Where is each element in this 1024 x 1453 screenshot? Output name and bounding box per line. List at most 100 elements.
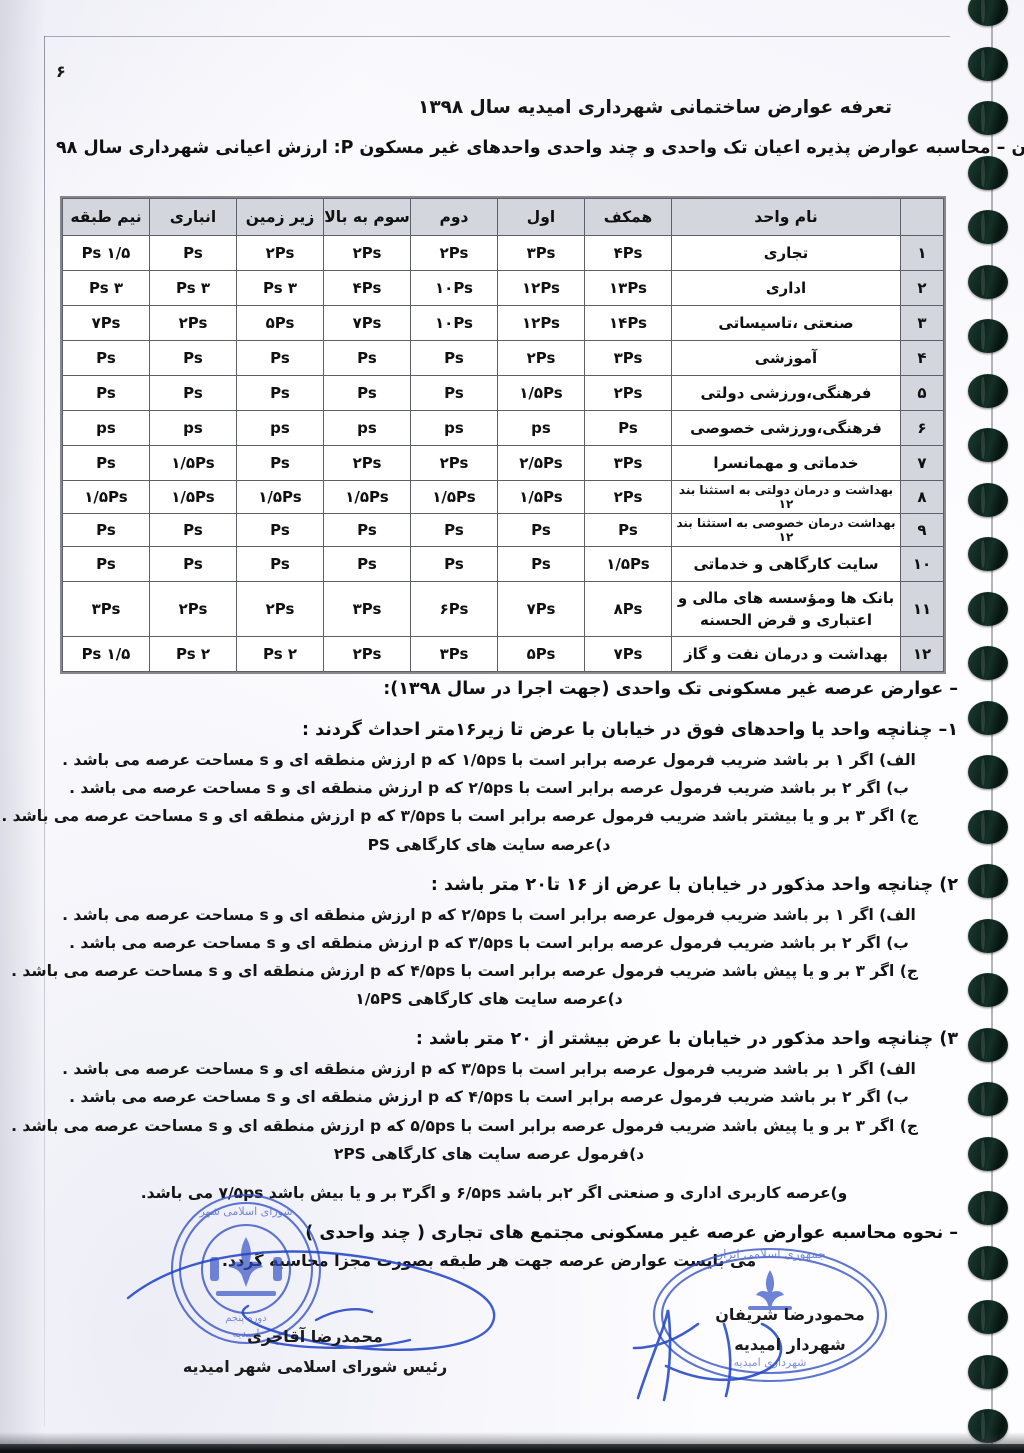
table-row: ۵ فرهنگی،ورزشی دولتی ۲Ps ۱/۵Ps Ps Ps Ps Ps Ps	[62, 375, 944, 411]
cell-انباری: Ps	[149, 513, 237, 547]
page-edge-line	[44, 36, 45, 1426]
spiral-ring	[968, 0, 1008, 26]
cell-انباری: ۱/۵Ps	[149, 480, 237, 514]
cell-همکف: ۲Ps	[584, 375, 672, 411]
cell-زیر زمین: Ps	[236, 340, 324, 376]
row-unit-name: فرهنگی،ورزشی خصوصی	[671, 410, 901, 446]
signature-role-right: شهردار امیدیه	[734, 1335, 846, 1355]
cell-زیر زمین: ۲Ps	[236, 581, 324, 637]
row-unit-name: بانک ها ومؤسسه های مالی و اعتباری و قرض …	[671, 581, 901, 637]
table-row: ۱ تجاری ۴Ps ۳Ps ۲Ps ۲Ps ۲Ps Ps ۱/۵ Ps	[62, 235, 944, 271]
cell-همکف: ۸Ps	[584, 581, 672, 637]
row-index: ۴	[900, 340, 944, 376]
signature-block-right: محمودرضا شریفان شهردار امیدیه	[640, 1300, 940, 1361]
page-shadow-left	[0, 0, 46, 1453]
cell-نیم طبقه: ۱/۵ Ps	[62, 235, 150, 271]
row-index: ۲	[900, 270, 944, 306]
document-title: تعرفه عوارض ساختمانی شهرداری امیدیه سال …	[418, 97, 892, 118]
cell-دوم: Ps	[410, 546, 498, 582]
row-index: ۹	[900, 513, 944, 547]
section-3-item-4: د)فرمول عرصه سایت های کارگاهی ۲PS	[333, 1144, 645, 1163]
section-heading-2: ۲) چنانچه واحد مذکور در خیابان با عرض از…	[430, 874, 958, 895]
cell-انباری: ۲ Ps	[149, 636, 237, 672]
spiral-ring	[968, 210, 1008, 244]
section-3-item-2: ب) اگر ۲ بر باشد ضریب فرمول عرصه برابر ا…	[69, 1088, 909, 1107]
row-unit-name: فرهنگی،ورزشی دولتی	[671, 375, 901, 411]
spiral-ring	[968, 1191, 1008, 1225]
header-col-0: همکف	[584, 198, 672, 236]
table-row: ۴ آموزشی ۳Ps ۲Ps Ps Ps Ps Ps Ps	[62, 340, 944, 376]
spiral-ring	[968, 319, 1008, 353]
cell-اول: ۷Ps	[497, 581, 585, 637]
header-col-1: اول	[497, 198, 585, 236]
header-col-4: زیر زمین	[236, 198, 324, 236]
cell-دوم: Ps	[410, 375, 498, 411]
spiral-ring	[968, 1027, 1008, 1062]
cell-زیر زمین: Ps	[236, 375, 324, 411]
cell-انباری: Ps	[149, 546, 237, 582]
cell-اول: Ps	[497, 546, 585, 582]
cell-اول: ps	[497, 410, 585, 446]
cell-همکف: ۱۴Ps	[584, 305, 672, 341]
cell-سوم به بالا: ۴Ps	[323, 270, 411, 306]
cell-اول: ۵Ps	[497, 636, 585, 672]
cell-زیر زمین: ۲Ps	[236, 235, 324, 271]
spiral-ring	[968, 646, 1008, 680]
signature-name-right: محمودرضا شریفان	[715, 1305, 865, 1324]
section-heading-1: ۱– چنانچه واحد یا واحدهای فوق در خیابان …	[302, 720, 958, 741]
cell-سوم به بالا: ۲Ps	[323, 235, 411, 271]
page-top-edge	[44, 36, 950, 37]
cell-دوم: Ps	[410, 513, 498, 547]
row-unit-name: بهداشت درمان خصوصی به استثنا بند ۱۲	[671, 513, 901, 547]
section-1-item-1: الف) اگر ۱ بر باشد ضریب فرمول عرصه برابر…	[62, 751, 916, 770]
spiral-ring	[968, 264, 1008, 299]
cell-نیم طبقه: ۳ Ps	[62, 270, 150, 306]
row-index: ۱۱	[900, 581, 944, 637]
section-3-item-1: الف) اگر ۱ بر باشد ضریب فرمول عرصه برابر…	[62, 1060, 916, 1079]
spiral-ring	[968, 1354, 1008, 1389]
row-unit-name: صنعتی ،تاسیساتی	[671, 305, 901, 341]
page-bottom-bar	[0, 1444, 1024, 1453]
cell-سوم به بالا: Ps	[323, 340, 411, 376]
section-2-item-2: ب) اگر ۲ بر باشد ضریب فرمول عرصه برابر ا…	[69, 933, 909, 952]
cell-انباری: Ps	[149, 375, 237, 411]
table-row: ۶ فرهنگی،ورزشی خصوصی Ps ps ps ps ps ps ps	[62, 410, 944, 446]
cell-دوم: Ps	[410, 340, 498, 376]
spiral-ring	[968, 918, 1008, 953]
cell-همکف: ۲Ps	[584, 480, 672, 514]
row-unit-name: بهداشت و درمان دولتی به استثنا بند ۱۲	[671, 480, 901, 514]
spiral-binding	[960, 0, 1024, 1453]
rates-table-head: نام واحد همکف اول دوم سوم به بالا زیر زم…	[62, 198, 944, 236]
cell-سوم به بالا: Ps	[323, 375, 411, 411]
section-3-item-3: ج) اگر ۳ بر و یا پیش باشد ضریب فرمول عرص…	[11, 1116, 918, 1135]
cell-زیر زمین: ps	[236, 410, 324, 446]
section-2-item-1: الف) اگر ۱ بر باشد ضریب فرمول عرصه برابر…	[62, 905, 916, 924]
cell-اول: Ps	[497, 513, 585, 547]
document-subtitle-row: – محاسبه عوارض پذیره اعیان تک واحدی و چن…	[56, 138, 1024, 158]
row-unit-name: بهداشت و درمان نفت و گاز	[671, 636, 901, 672]
table-row: ۹ بهداشت درمان خصوصی به استثنا بند ۱۲ Ps Ps…	[62, 513, 944, 547]
cell-انباری: ۲Ps	[149, 581, 237, 637]
section-1-item-3: ج) اگر ۳ بر و یا بیشتر باشد ضریب فرمول ع…	[1, 807, 918, 826]
cell-دوم: ۱۰Ps	[410, 305, 498, 341]
row-index: ۶	[900, 410, 944, 446]
spiral-ring	[968, 864, 1008, 898]
section-1-item-2: ب) اگر ۲ بر باشد ضریب فرمول عرصه برابر ا…	[69, 779, 909, 798]
row-index: ۱۰	[900, 546, 944, 582]
row-index: ۷	[900, 445, 944, 481]
cell-دوم: ۱/۵Ps	[410, 480, 498, 514]
cell-اول: ۳Ps	[497, 235, 585, 271]
cell-سوم به بالا: ps	[323, 410, 411, 446]
signature-role-left: رئیس شورای اسلامی شهر امیدیه	[182, 1357, 448, 1377]
header-col-6: نیم طبقه	[62, 198, 150, 236]
row-index: ۱۲	[900, 636, 944, 672]
header-index	[900, 198, 944, 236]
cell-انباری: ps	[149, 410, 237, 446]
subtitle-area-legend: S : مساحت اعیان	[1011, 138, 1024, 158]
row-unit-name: سایت کارگاهی و خدماتی	[671, 546, 901, 582]
row-index: ۳	[900, 305, 944, 341]
spiral-ring	[968, 973, 1008, 1007]
section-3-note: و)عرصه کاربری اداری و صنعتی اگر ۲بر باشد…	[140, 1183, 848, 1202]
signature-block-left: محمدرضا آقاجری رئیس شورای اسلامی شهر امی…	[150, 1322, 480, 1383]
cell-اول: ۱/۵Ps	[497, 375, 585, 411]
